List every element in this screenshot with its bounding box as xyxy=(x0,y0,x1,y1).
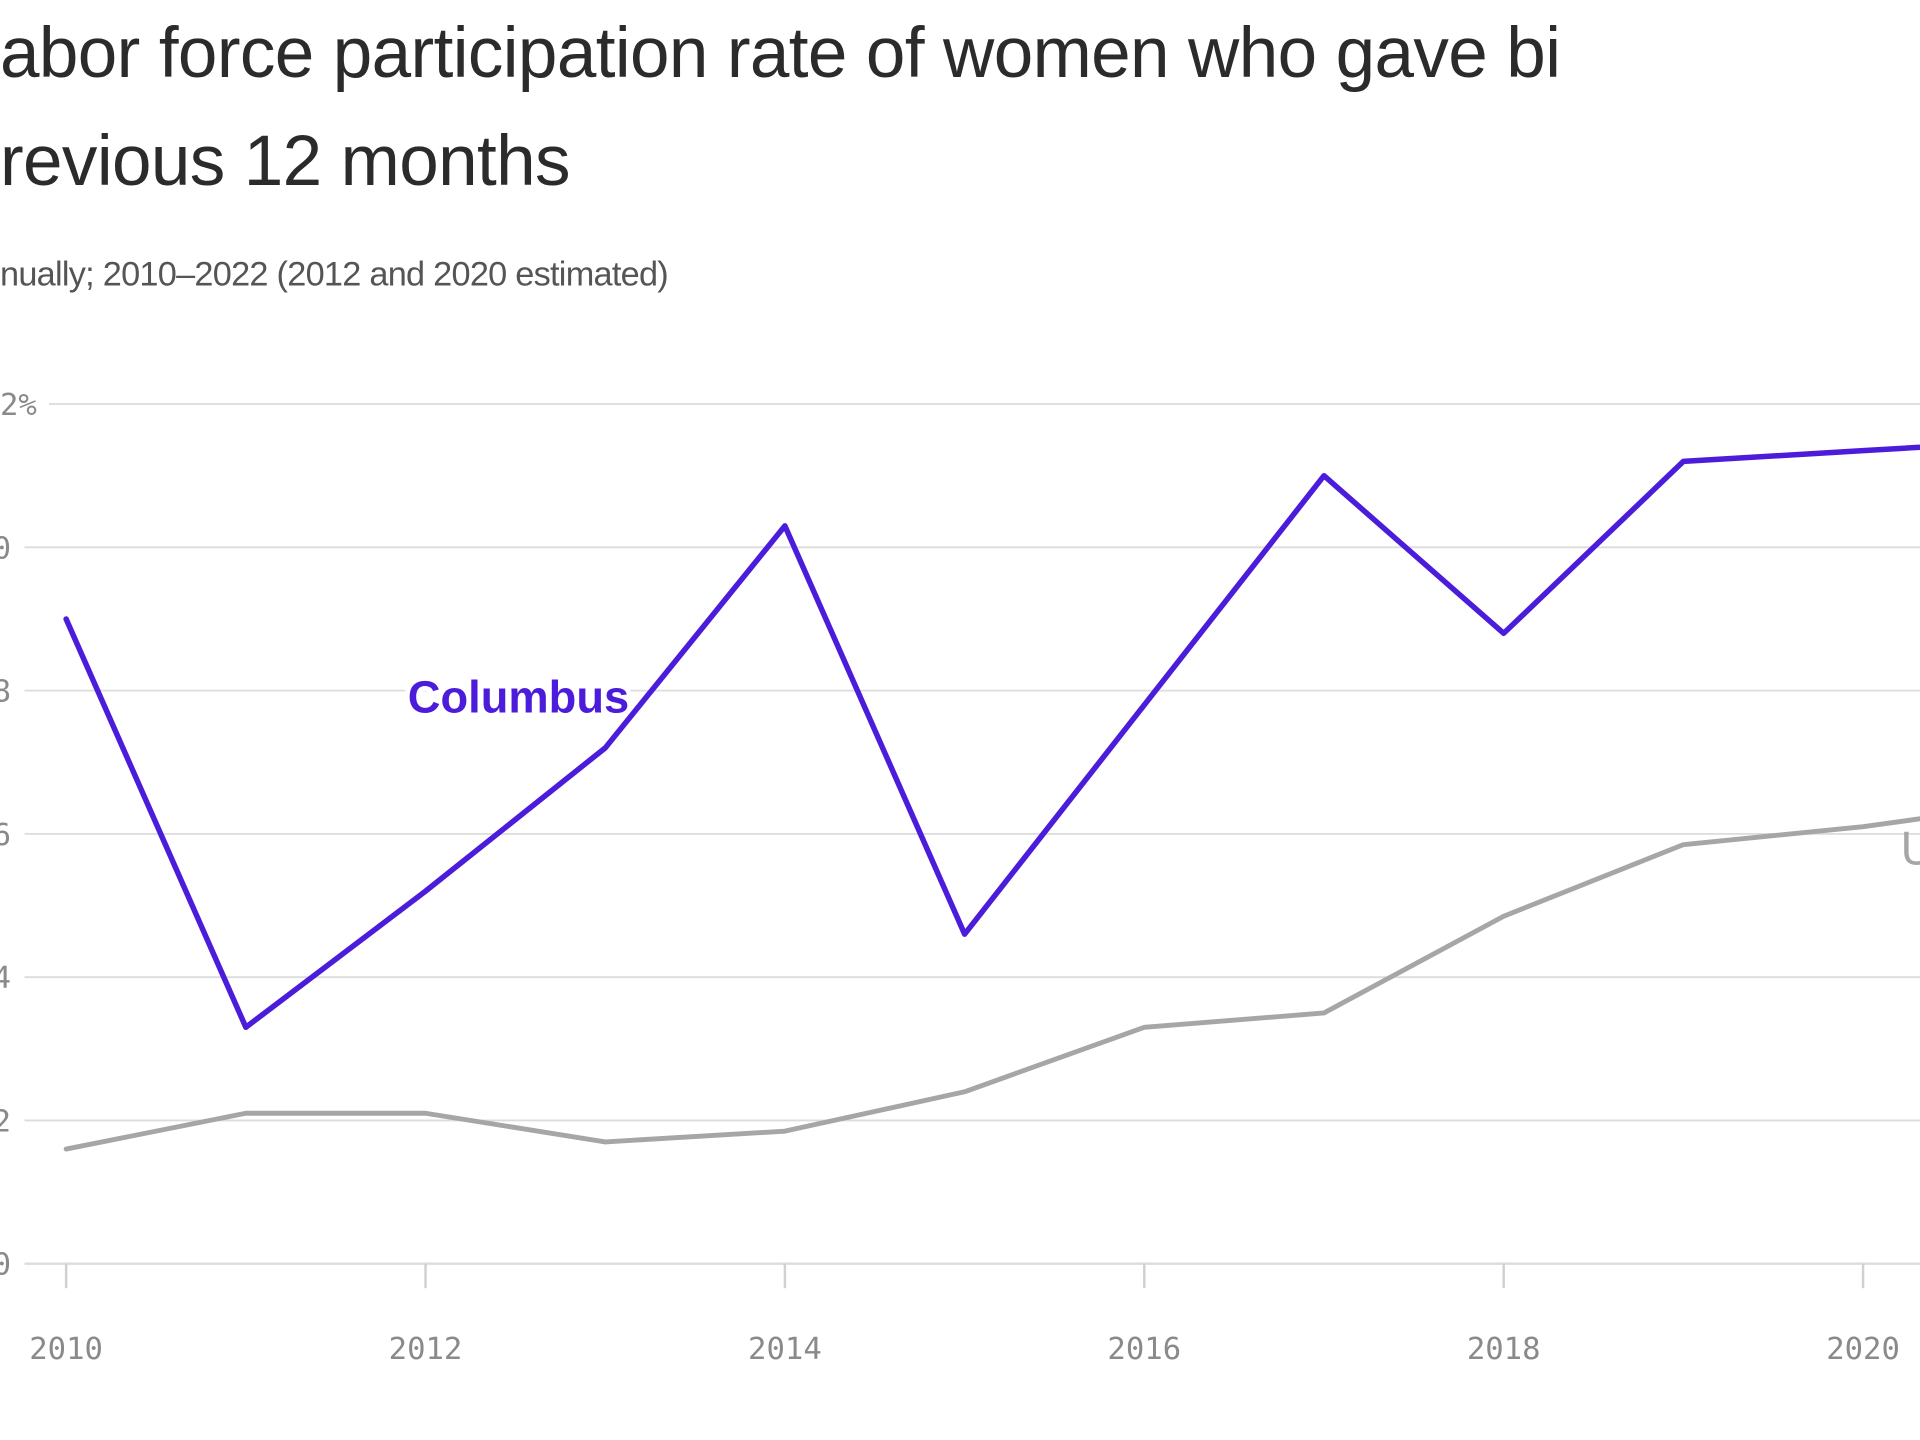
y-tick-label: 6 xyxy=(0,818,11,853)
x-tick-label: 2012 xyxy=(389,1332,463,1367)
y-tick-label: 2% xyxy=(0,388,37,423)
y-tick-label: 2 xyxy=(0,1104,11,1139)
y-tick-label: 8 xyxy=(0,675,11,710)
x-tick-label: 2010 xyxy=(29,1332,103,1367)
x-tick-label: 2018 xyxy=(1467,1332,1541,1367)
y-tick-label: 0 xyxy=(0,531,11,566)
chart-title-line-2: revious 12 months xyxy=(0,121,571,201)
x-tick-label: 2016 xyxy=(1107,1332,1181,1367)
y-tick-label: 0 xyxy=(0,1248,11,1283)
chart-subtitle: nually; 2010–2022 (2012 and 2020 estimat… xyxy=(0,254,669,293)
x-tick-label: 2014 xyxy=(748,1332,822,1367)
series-label-us: U xyxy=(1900,824,1920,875)
series-line-columbus xyxy=(63,444,1920,1031)
series-label-columbus: Columbus xyxy=(408,672,629,723)
x-tick-label: 2020 xyxy=(1826,1332,1900,1367)
chart-title-line-1: abor force participation rate of women w… xyxy=(0,13,1561,94)
y-tick-label: 4 xyxy=(0,961,11,996)
series-line-u xyxy=(63,816,1920,1152)
